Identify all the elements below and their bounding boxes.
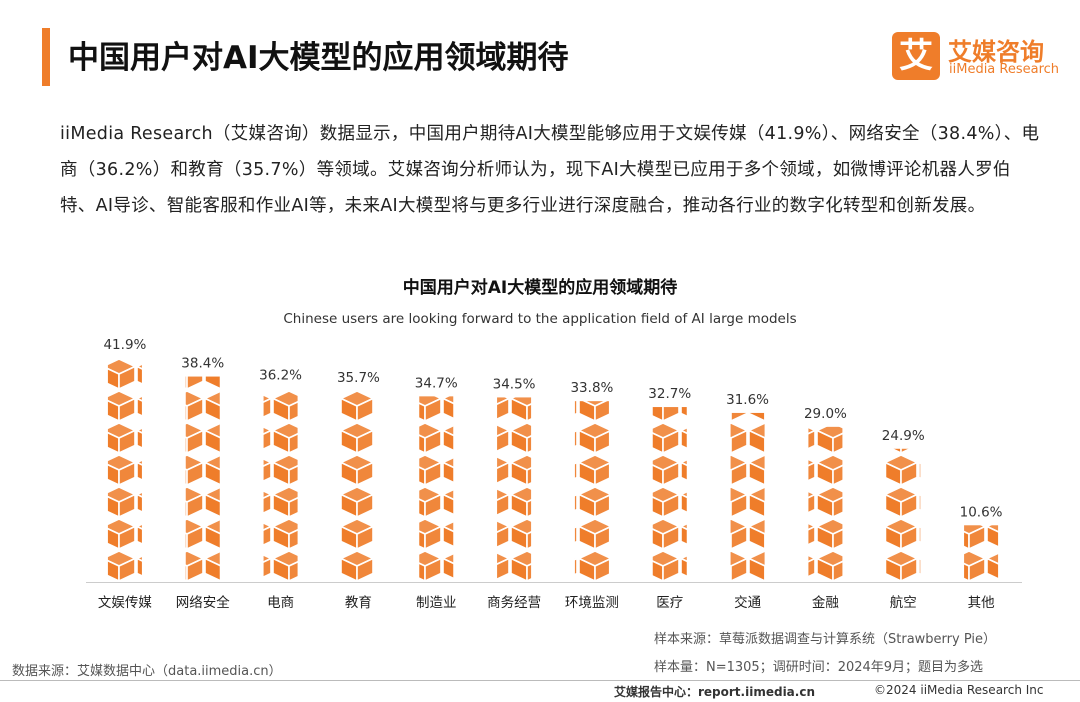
footer-rule (0, 680, 1080, 681)
x-tick-label: 网络安全 (176, 594, 230, 611)
title-bar (42, 28, 50, 86)
x-tick-label: 商务经营 (487, 595, 541, 611)
x-tick-label: 电商 (267, 595, 294, 611)
logo-en: iiMedia Research (949, 62, 1060, 77)
x-tick-label: 其他 (968, 595, 995, 611)
value-label: 36.2% (259, 367, 302, 383)
value-label: 34.7% (415, 375, 458, 391)
bar (964, 525, 999, 582)
value-label: 34.5% (493, 376, 536, 392)
report-center: 艾媒报告中心：report.iimedia.cn (614, 685, 815, 699)
data-source: 数据来源：艾媒数据中心（data.iimedia.cn） (12, 664, 282, 679)
bar (886, 448, 921, 582)
x-tick-label: 文娱传媒 (98, 595, 152, 611)
x-tick-label: 教育 (345, 595, 372, 611)
bar (185, 376, 220, 582)
logo-mark: 艾 (892, 32, 940, 80)
bar (497, 397, 532, 582)
value-label: 31.6% (726, 392, 769, 408)
chart-title: 中国用户对AI大模型的应用领域期待 (403, 277, 677, 298)
value-label: 38.4% (181, 356, 224, 372)
bar (808, 426, 843, 582)
paragraph: iiMedia Research（艾媒咨询）数据显示，中国用户期待AI大模型能够… (60, 124, 1040, 216)
value-label: 32.7% (648, 386, 691, 402)
x-tick-label: 医疗 (656, 595, 683, 611)
x-tick-label: 金融 (812, 595, 839, 611)
chart-subtitle: Chinese users are looking forward to the… (283, 311, 796, 327)
value-label: 33.8% (570, 380, 613, 396)
page-title: 中国用户对AI大模型的应用领域期待 (68, 40, 569, 76)
bar (730, 412, 765, 582)
bar (652, 407, 687, 582)
value-label: 41.9% (103, 337, 146, 353)
value-label: 35.7% (337, 370, 380, 386)
bar (419, 396, 454, 582)
x-tick-label: 制造业 (416, 595, 457, 611)
bar (107, 357, 142, 582)
x-tick-label: 交通 (734, 594, 761, 611)
bar (341, 391, 376, 582)
sample-source: 样本来源：草莓派数据调查与计算系统（Strawberry Pie） (654, 632, 996, 647)
copyright: ©2024 iiMedia Research Inc (874, 683, 1044, 697)
value-label: 10.6% (960, 504, 1003, 520)
x-tick-label: 航空 (890, 595, 917, 611)
value-label: 24.9% (882, 428, 925, 444)
bar (263, 388, 298, 582)
sample-size: 样本量：N=1305；调研时间：2024年9月；题目为多选 (654, 660, 984, 675)
bar (574, 401, 609, 582)
logo-name: 艾媒咨询 (948, 38, 1044, 66)
value-label: 29.0% (804, 406, 847, 422)
x-tick-label: 环境监测 (565, 595, 619, 611)
